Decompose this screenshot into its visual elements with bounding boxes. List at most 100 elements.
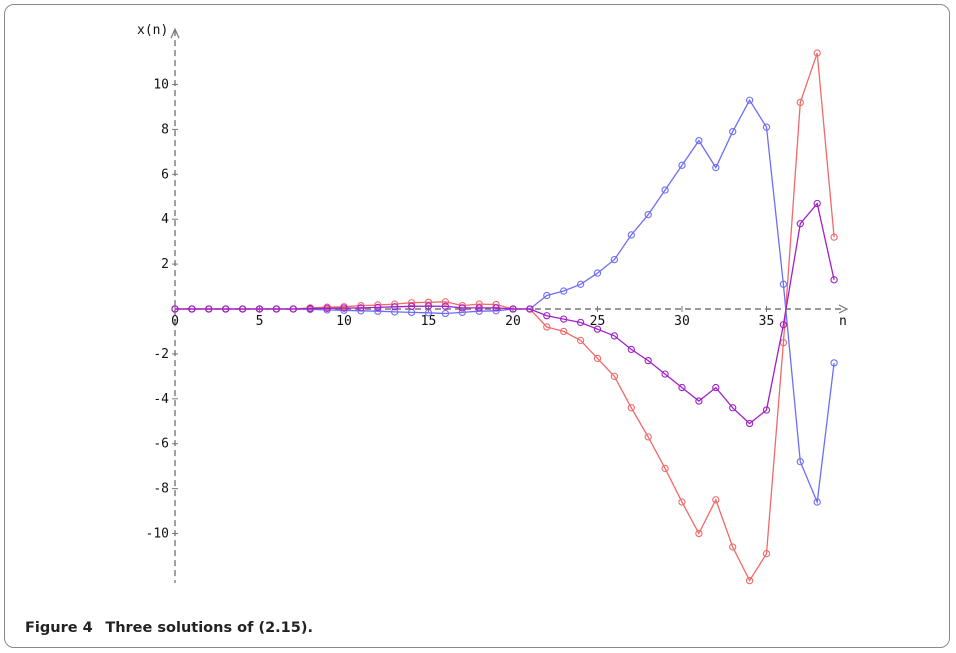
data-point bbox=[543, 291, 551, 300]
data-point bbox=[695, 397, 703, 405]
x-tick-label: 5 bbox=[256, 314, 264, 329]
series-line bbox=[175, 202, 835, 425]
data-point bbox=[560, 327, 568, 336]
data-point bbox=[830, 359, 838, 367]
data-point bbox=[424, 298, 433, 306]
x-axis-title: n bbox=[839, 314, 847, 329]
data-point bbox=[391, 303, 399, 311]
data-point bbox=[661, 186, 669, 194]
figure-caption: Figure 4 Three solutions of (2.15). bbox=[25, 620, 313, 636]
data-point bbox=[222, 305, 230, 313]
data-point bbox=[745, 96, 754, 104]
data-point bbox=[407, 302, 416, 310]
data-point bbox=[712, 163, 720, 172]
data-point bbox=[830, 233, 838, 241]
data-point bbox=[610, 372, 619, 380]
x-tick-label: 35 bbox=[759, 314, 775, 329]
figure-frame: x(n) n 0 5 10 15 20 25 30 35 -10 -8 -6 -4 -2 2 4 6 8 10 Fig… bbox=[4, 4, 950, 648]
y-tick-label: -6 bbox=[153, 437, 169, 452]
data-point bbox=[593, 325, 602, 333]
x-axis-arrow bbox=[838, 304, 849, 314]
data-point bbox=[779, 280, 788, 288]
series-layer bbox=[171, 49, 838, 585]
data-point bbox=[712, 383, 720, 392]
y-tick-label: -2 bbox=[153, 347, 169, 362]
y-tick-label: 10 bbox=[153, 78, 169, 93]
y-tick-label: -4 bbox=[153, 392, 169, 407]
data-point bbox=[661, 464, 669, 473]
data-point bbox=[813, 199, 821, 208]
data-point bbox=[729, 543, 737, 551]
data-point bbox=[745, 419, 754, 428]
data-point bbox=[255, 305, 264, 313]
data-point bbox=[238, 305, 247, 313]
data-point bbox=[813, 49, 821, 57]
y-tick-label: 2 bbox=[161, 257, 169, 272]
data-point bbox=[762, 550, 771, 558]
data-point bbox=[762, 406, 771, 414]
y-tick-label: 4 bbox=[161, 212, 169, 227]
data-point bbox=[458, 301, 466, 310]
data-point bbox=[424, 302, 433, 310]
y-axis-title: x(n) bbox=[137, 23, 168, 38]
data-point bbox=[188, 305, 196, 313]
data-point bbox=[830, 276, 838, 284]
data-point bbox=[543, 312, 551, 320]
data-point bbox=[576, 280, 585, 288]
y-tick-label: 6 bbox=[161, 167, 169, 182]
data-point bbox=[644, 433, 652, 441]
line-chart: x(n) n 0 5 10 15 20 25 30 35 -10 -8 -6 -4 -2 2 4 6 8 10 bbox=[137, 23, 849, 585]
data-point bbox=[644, 356, 652, 365]
data-point bbox=[796, 458, 804, 466]
data-point bbox=[678, 498, 686, 506]
data-point bbox=[576, 318, 585, 327]
series-3 bbox=[171, 199, 838, 428]
data-point bbox=[627, 345, 635, 354]
data-point bbox=[695, 529, 703, 538]
axes-layer: x(n) n 0 5 10 15 20 25 30 35 -10 -8 -6 -4 -2 2 4 6 8 10 bbox=[137, 23, 849, 583]
data-point bbox=[610, 332, 619, 340]
data-point bbox=[475, 304, 483, 312]
data-point bbox=[695, 136, 703, 145]
x-tick-label: 30 bbox=[674, 314, 690, 329]
x-tick-label: 25 bbox=[590, 314, 606, 329]
data-point bbox=[272, 305, 281, 313]
x-tick-label: 15 bbox=[421, 314, 437, 329]
y-axis-arrow bbox=[170, 27, 180, 39]
data-point bbox=[593, 269, 602, 277]
data-point bbox=[576, 336, 585, 345]
data-point bbox=[678, 383, 686, 392]
data-point bbox=[644, 211, 652, 219]
data-point bbox=[560, 315, 568, 323]
x-tick-label: 20 bbox=[505, 314, 521, 329]
x-tick-label: 0 bbox=[171, 314, 179, 329]
data-point bbox=[526, 305, 534, 313]
data-point bbox=[289, 305, 297, 313]
data-point bbox=[492, 304, 500, 312]
data-point bbox=[340, 304, 348, 312]
data-point bbox=[205, 305, 213, 313]
caption-text: Three solutions of (2.15). bbox=[105, 620, 313, 636]
data-point bbox=[357, 304, 365, 312]
data-point bbox=[171, 305, 179, 313]
data-point bbox=[509, 305, 517, 313]
data-point bbox=[661, 370, 669, 378]
data-point bbox=[441, 309, 450, 318]
data-point bbox=[729, 404, 737, 412]
data-point bbox=[627, 404, 635, 412]
data-point bbox=[796, 98, 804, 107]
data-point bbox=[678, 161, 686, 169]
x-tick-label: 10 bbox=[336, 314, 352, 329]
data-point bbox=[560, 287, 568, 295]
caption-label: Figure 4 bbox=[25, 620, 93, 636]
data-point bbox=[306, 304, 314, 313]
data-point bbox=[796, 220, 804, 228]
data-point bbox=[745, 576, 754, 585]
data-point bbox=[779, 321, 788, 329]
series-line bbox=[175, 98, 835, 505]
data-point bbox=[712, 496, 720, 504]
data-point bbox=[475, 300, 483, 308]
data-point bbox=[593, 354, 602, 363]
data-point bbox=[813, 498, 821, 506]
y-tick-label: -8 bbox=[153, 482, 169, 497]
